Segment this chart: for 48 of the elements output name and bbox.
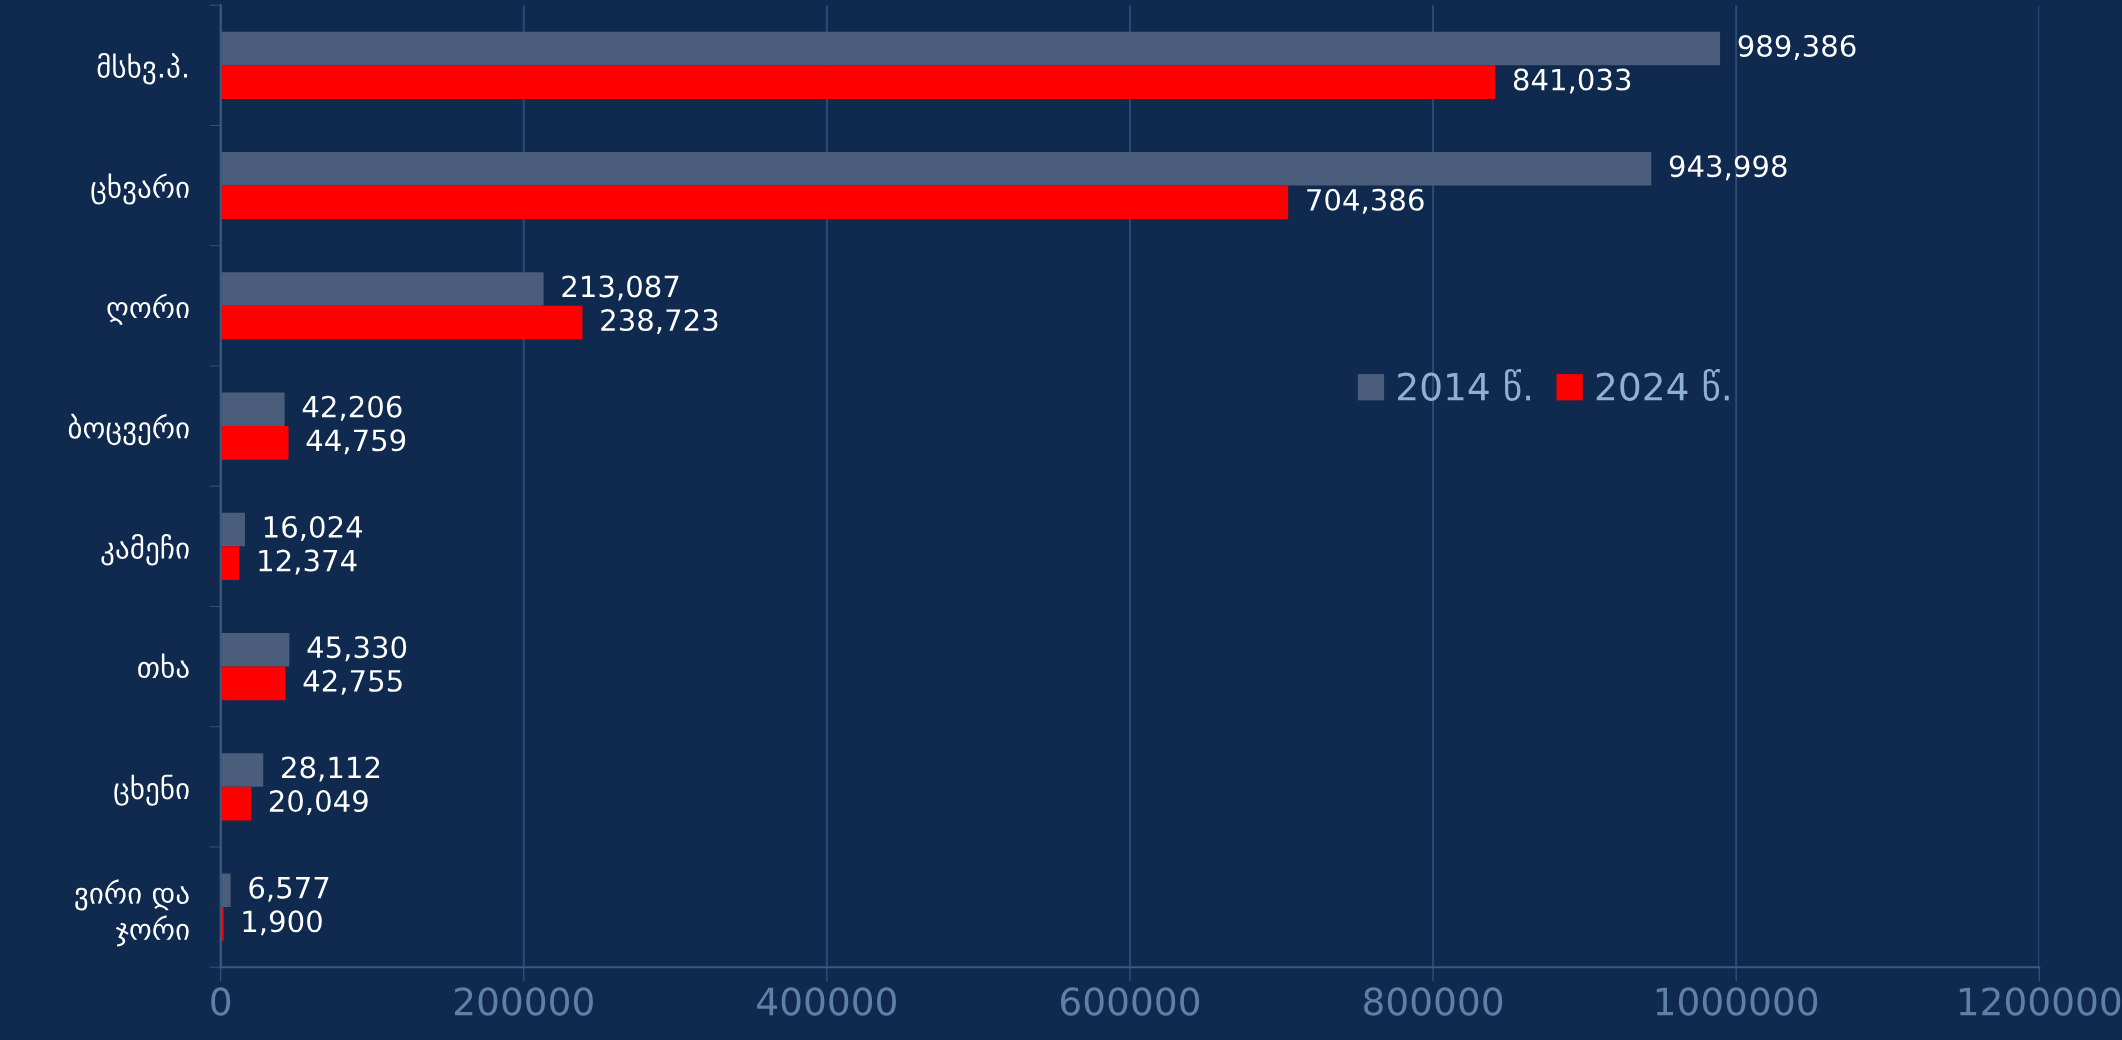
bar: [220, 512, 245, 547]
x-tick-label: 400000: [757, 987, 896, 1016]
bar: [220, 546, 240, 580]
data-label: 943,998: [1669, 155, 1787, 181]
x-tick-label: 0: [211, 987, 231, 1016]
bar: [220, 392, 285, 427]
data-label: 238,723: [601, 309, 718, 335]
y-tick-label: ცხენი: [114, 774, 189, 806]
data-label: 841,033: [1513, 68, 1631, 94]
data-label: 1,900: [243, 910, 322, 936]
bar: [220, 185, 1289, 220]
data-label: 989,386: [1738, 34, 1856, 60]
bar: [220, 786, 252, 821]
x-tick-label: 600000: [1061, 987, 1200, 1016]
legend-label: 2024 წ.: [1596, 368, 1729, 401]
data-label: 42,755: [303, 669, 402, 695]
y-tick-label: ბოცვერი: [68, 413, 189, 446]
legend-label: 2014 წ.: [1398, 368, 1530, 401]
y-tick-label: მსხვ.პ.: [97, 53, 187, 85]
x-tick-label: 800000: [1364, 987, 1503, 1016]
data-label: 6,577: [249, 876, 329, 902]
y-tick-label: თხა: [138, 653, 189, 679]
y-tick-label: ცხვარი: [91, 173, 189, 205]
bar: [220, 753, 264, 787]
data-label: 44,759: [306, 429, 406, 455]
data-label: 16,024: [264, 515, 363, 541]
bar: [220, 632, 290, 667]
data-label: 42,206: [302, 395, 402, 421]
data-label: 45,330: [307, 636, 407, 662]
bar: [220, 272, 544, 306]
bar: [220, 31, 1721, 66]
data-label: 28,112: [282, 756, 380, 782]
bar: [220, 426, 289, 460]
x-tick-label: 1000000: [1656, 987, 1818, 1016]
data-label: 20,049: [269, 790, 368, 816]
bar: [220, 666, 286, 701]
y-tick-label: კამეჩი: [101, 534, 189, 566]
x-tick-label: 200000: [454, 987, 593, 1016]
x-tick-label: 1200000: [1959, 987, 2121, 1016]
y-tick-label: ღორი: [107, 293, 189, 325]
data-label: 12,374: [259, 549, 357, 575]
bar: [220, 151, 1652, 186]
bar: [220, 305, 583, 340]
data-label: 213,087: [562, 275, 679, 301]
bar: [220, 873, 231, 908]
data-label: 704,386: [1307, 188, 1424, 214]
y-tick-label: ვირი და ჯორი: [75, 879, 189, 947]
bar: [220, 65, 1496, 99]
